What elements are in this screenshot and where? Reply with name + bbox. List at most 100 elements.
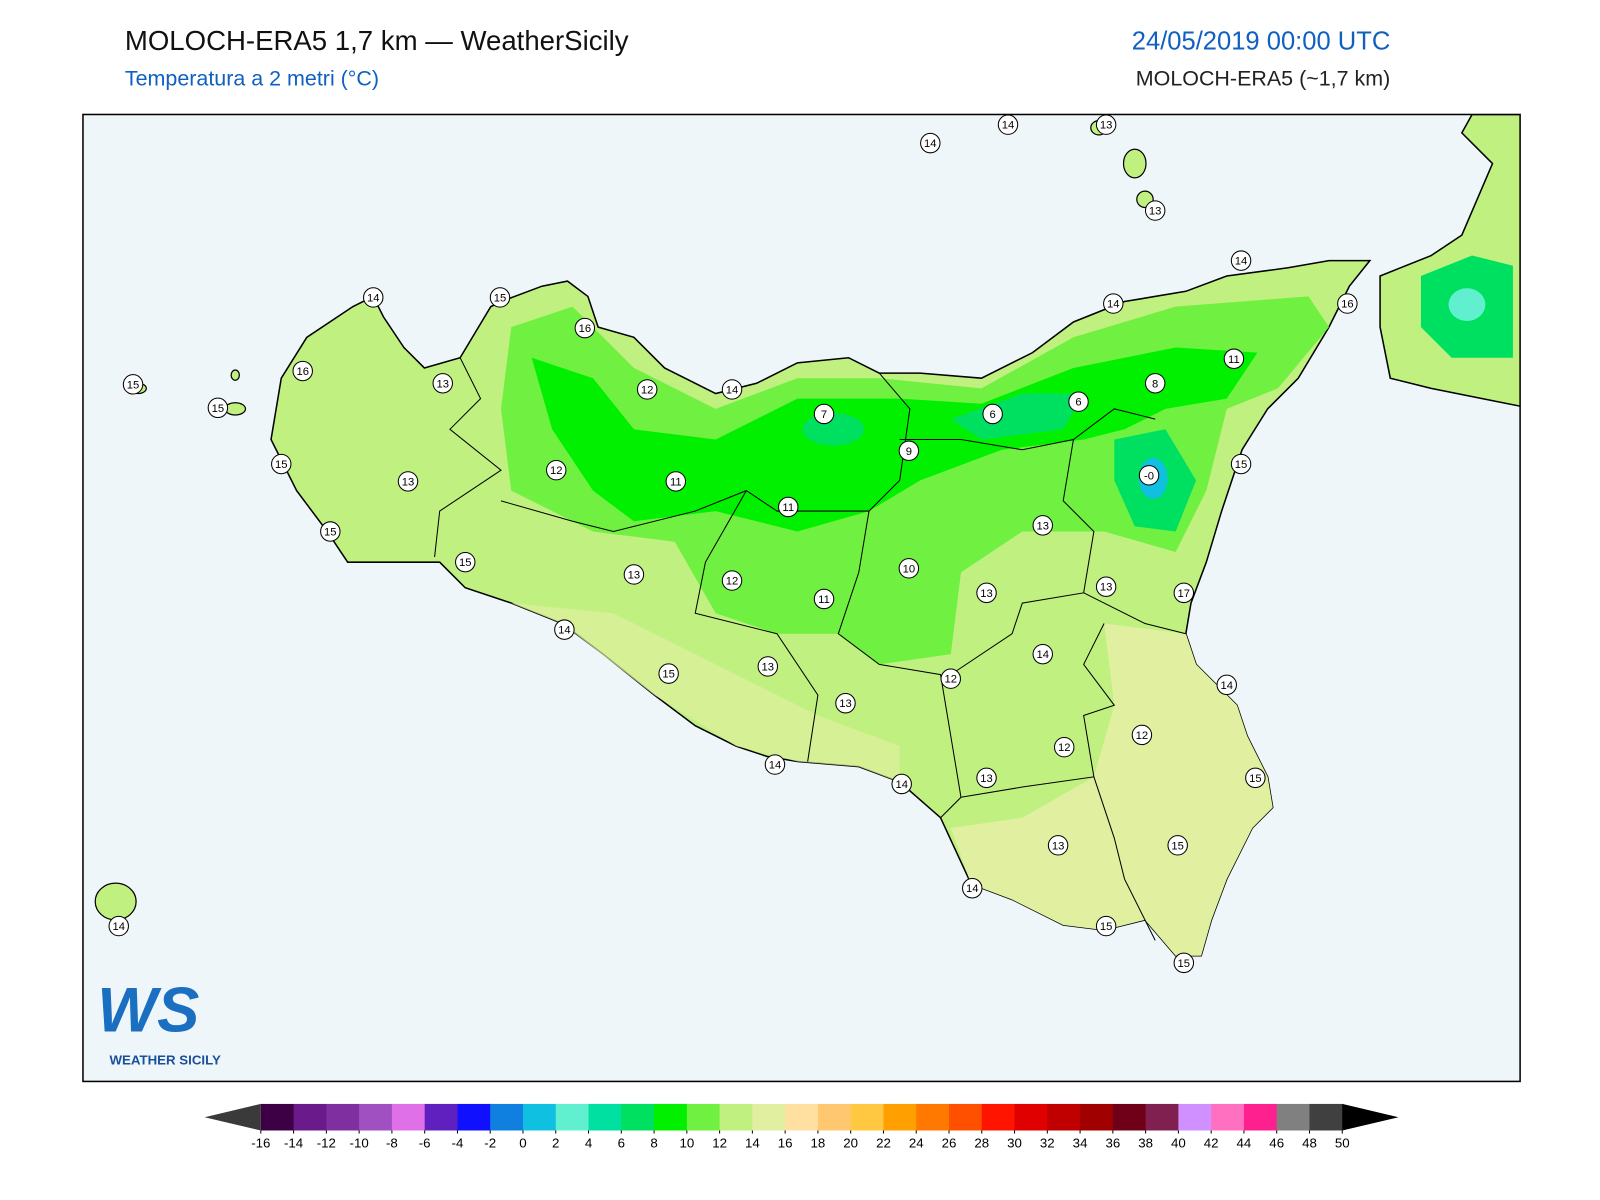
colorbar-bin bbox=[588, 1103, 622, 1131]
station-value: 12 bbox=[945, 674, 958, 686]
colorbar-bin bbox=[752, 1103, 786, 1131]
map-frame bbox=[82, 113, 1521, 1083]
station-value: 8 bbox=[1152, 378, 1158, 390]
station-value: 13 bbox=[437, 378, 449, 390]
station-marker bbox=[976, 767, 997, 789]
station-value: 14 bbox=[558, 625, 571, 637]
colorbar-bin bbox=[555, 1103, 590, 1131]
colorbar-bin bbox=[1112, 1103, 1147, 1131]
colorbar-bin bbox=[1276, 1103, 1310, 1131]
colorbar-bin bbox=[981, 1103, 1016, 1131]
station-value: 10 bbox=[903, 563, 916, 575]
station-marker bbox=[962, 878, 983, 899]
station-marker bbox=[721, 379, 743, 400]
station-value: 15 bbox=[662, 669, 675, 681]
station-value: 12 bbox=[641, 384, 654, 396]
colorbar-tick-label: 40 bbox=[1171, 1135, 1186, 1150]
station-value: 15 bbox=[212, 403, 225, 415]
colorbar-bin bbox=[1178, 1103, 1212, 1131]
station-value: 13 bbox=[1100, 582, 1113, 594]
colorbar-tick-label: 12 bbox=[712, 1135, 727, 1150]
colorbar-bin bbox=[817, 1103, 852, 1131]
colorbar-tick-label: 4 bbox=[585, 1135, 592, 1150]
station-marker bbox=[757, 656, 779, 677]
station-value: 14 bbox=[367, 292, 380, 304]
colorbar-bin bbox=[326, 1103, 360, 1131]
colorbar-bin bbox=[654, 1103, 688, 1131]
colorbar-bin bbox=[260, 1103, 295, 1131]
station-value: 13 bbox=[980, 773, 993, 785]
station-value: 13 bbox=[1052, 840, 1065, 852]
station-value: 13 bbox=[1037, 520, 1050, 532]
model: MOLOCH-ERA5 (~1,7 km) bbox=[1136, 66, 1391, 90]
colorbar-tick-label: 2 bbox=[552, 1135, 559, 1150]
colorbar-bin bbox=[490, 1103, 524, 1131]
station-marker bbox=[108, 915, 129, 937]
colorbar-bin bbox=[949, 1103, 983, 1131]
station-value: 14 bbox=[1037, 649, 1050, 661]
station-value: 14 bbox=[895, 779, 908, 791]
map: WS WEATHER SICILY 14 14 13 13 14 14 15 16 14 16 15… bbox=[82, 113, 1521, 1083]
station-value: 15 bbox=[275, 459, 287, 471]
subtitle: Temperatura a 2 metri (°C) bbox=[125, 66, 379, 90]
station-marker bbox=[1223, 348, 1245, 369]
colorbar-tick-label: 6 bbox=[618, 1135, 625, 1150]
colorbar-bin bbox=[391, 1103, 426, 1131]
station-marker bbox=[545, 459, 567, 481]
station-value: 9 bbox=[906, 446, 912, 458]
station-value: 13 bbox=[980, 588, 993, 600]
colorbar-tick-label: 18 bbox=[811, 1135, 826, 1150]
station-value: -0 bbox=[1144, 470, 1154, 482]
colorbar-tick-label: 16 bbox=[778, 1135, 793, 1150]
logo: WS WEATHER SICILY bbox=[97, 976, 221, 1068]
station-marker bbox=[1173, 952, 1195, 974]
colorbar-tick-label: -14 bbox=[284, 1135, 303, 1150]
colorbar-bin bbox=[1309, 1103, 1343, 1131]
station-marker bbox=[271, 453, 292, 475]
station-marker bbox=[1095, 915, 1117, 937]
station-value: 14 bbox=[112, 921, 125, 933]
station-value: 6 bbox=[1075, 397, 1081, 409]
station-value: 14 bbox=[1220, 680, 1233, 692]
colorbar-tick-label: -10 bbox=[350, 1135, 369, 1150]
station-marker bbox=[721, 570, 743, 591]
colorbar-tick-label: 22 bbox=[876, 1135, 891, 1150]
station-value: 12 bbox=[550, 465, 563, 477]
station-value: 14 bbox=[1002, 120, 1015, 132]
colorbar-tick-label: 8 bbox=[650, 1135, 657, 1150]
station-marker bbox=[1138, 465, 1160, 486]
colorbar-bin bbox=[1080, 1103, 1114, 1131]
green-nebrodi bbox=[950, 393, 1084, 440]
station-marker bbox=[813, 588, 835, 610]
station-value: 14 bbox=[726, 384, 739, 396]
station-value: 7 bbox=[821, 409, 827, 421]
station-value: 15 bbox=[1171, 840, 1184, 852]
station-marker bbox=[1337, 293, 1358, 314]
station-value: 12 bbox=[1058, 742, 1070, 754]
station-marker bbox=[1054, 736, 1075, 758]
colorbar-bin bbox=[424, 1103, 458, 1131]
station-value: 12 bbox=[726, 576, 739, 588]
station-marker bbox=[976, 582, 997, 604]
station-marker bbox=[122, 374, 144, 395]
colorbar-tick-label: 34 bbox=[1073, 1135, 1088, 1150]
colorbar-tick-label: -6 bbox=[419, 1135, 431, 1150]
colorbar-tick-label: 10 bbox=[679, 1135, 694, 1150]
colorbar-bin bbox=[850, 1103, 884, 1131]
station-value: 14 bbox=[769, 760, 782, 772]
colorbar-bin bbox=[883, 1103, 917, 1131]
station-value: 13 bbox=[628, 569, 641, 581]
station-marker bbox=[1095, 114, 1117, 135]
station-value: 13 bbox=[1100, 120, 1113, 132]
colorbar-bin bbox=[522, 1103, 557, 1131]
station-value: 14 bbox=[966, 883, 979, 895]
station-value: 14 bbox=[1235, 256, 1248, 268]
station-value: 13 bbox=[839, 698, 852, 710]
colorbar-tick-label: -4 bbox=[452, 1135, 464, 1150]
colorbar-bin bbox=[293, 1103, 327, 1131]
station-value: 15 bbox=[1235, 459, 1248, 471]
station-value: 13 bbox=[402, 476, 415, 488]
station-marker bbox=[1144, 200, 1166, 221]
station-marker bbox=[1173, 582, 1195, 604]
station-marker bbox=[1167, 835, 1188, 856]
